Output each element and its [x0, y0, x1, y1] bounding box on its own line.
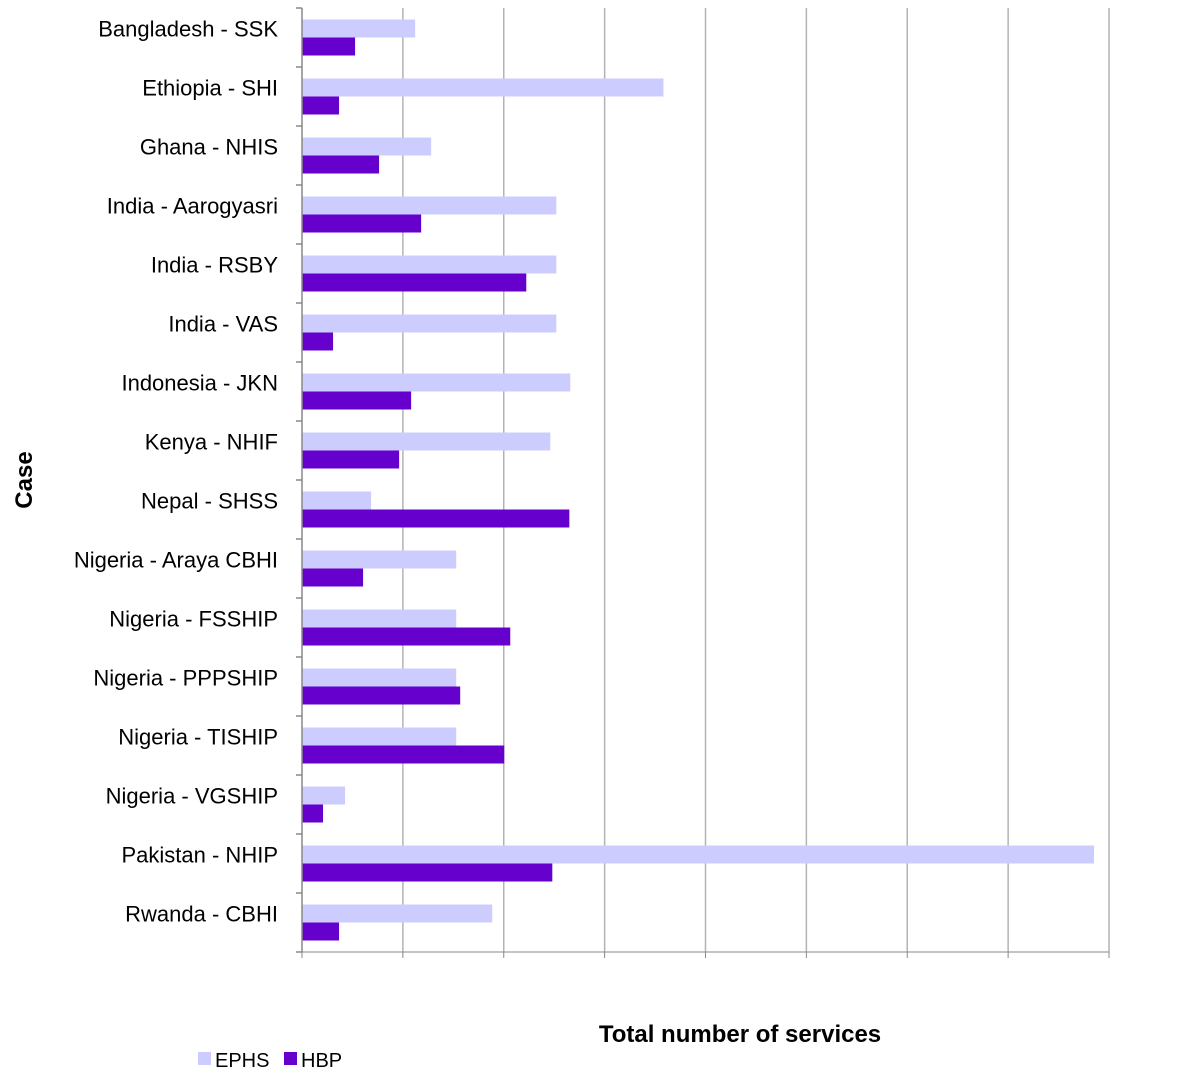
bar-ephs	[302, 196, 557, 215]
category-label: Ghana - NHIS	[140, 135, 278, 160]
category-label: Indonesia - JKN	[121, 371, 278, 396]
category-label: India - Aarogyasri	[107, 194, 278, 219]
bar-ephs	[302, 550, 457, 569]
legend-swatch-ephs	[198, 1052, 211, 1065]
category-label: Nigeria - VGSHIP	[106, 784, 278, 809]
category-labels: Bangladesh - SSK Ethiopia - SHI Ghana - NH…	[74, 17, 279, 927]
bars-group	[302, 19, 1094, 941]
bar-hbp	[302, 922, 340, 941]
category-label: India - VAS	[168, 312, 278, 337]
bar-ephs	[302, 668, 457, 687]
bar-ephs	[302, 904, 493, 923]
y-axis-title: Case	[11, 451, 38, 508]
bar-hbp	[302, 332, 334, 351]
legend-label-ephs: EPHS	[215, 1050, 269, 1071]
bar-ephs	[302, 609, 457, 628]
bar-ephs	[302, 786, 346, 805]
bar-hbp	[302, 214, 422, 233]
bar-hbp	[302, 863, 553, 882]
legend-swatch-hbp	[284, 1052, 297, 1065]
legend: EPHS HBP	[198, 1050, 342, 1071]
category-label: Nigeria - TISHIP	[118, 725, 278, 750]
bar-ephs	[302, 255, 557, 274]
bar-ephs	[302, 78, 664, 97]
category-label: Ethiopia - SHI	[142, 76, 278, 101]
bar-hbp	[302, 450, 400, 469]
bar-hbp	[302, 627, 511, 646]
bar-hbp	[302, 96, 340, 115]
category-label: Rwanda - CBHI	[125, 902, 278, 927]
category-label: Nigeria - Araya CBHI	[74, 548, 278, 573]
bar-hbp	[302, 745, 505, 764]
axes-group	[296, 7, 1110, 958]
bar-ephs	[302, 314, 557, 333]
category-label: Bangladesh - SSK	[98, 17, 278, 42]
bar-ephs	[302, 845, 1094, 864]
bar-hbp	[302, 155, 380, 174]
x-axis-title: Total number of services	[599, 1021, 881, 1048]
x-gridlines	[402, 8, 1110, 952]
bar-hbp	[302, 804, 324, 823]
bar-ephs	[302, 19, 416, 38]
bar-hbp	[302, 568, 364, 587]
bar-hbp	[302, 273, 527, 292]
category-label: Pakistan - NHIP	[122, 843, 279, 868]
bar-ephs	[302, 432, 551, 451]
category-label: India - RSBY	[151, 253, 278, 278]
bar-hbp	[302, 509, 570, 528]
bar-hbp	[302, 391, 412, 410]
bar-ephs	[302, 491, 372, 510]
bar-ephs	[302, 137, 432, 156]
bar-hbp	[302, 37, 356, 56]
bar-ephs	[302, 727, 457, 746]
category-label: Kenya - NHIF	[145, 430, 278, 455]
category-label: Nigeria - PPPSHIP	[93, 666, 278, 691]
legend-label-hbp: HBP	[301, 1050, 342, 1071]
category-label: Nigeria - FSSHIP	[109, 607, 278, 632]
bar-hbp	[302, 686, 461, 705]
category-label: Nepal - SHSS	[141, 489, 278, 514]
bar-ephs	[302, 373, 571, 392]
